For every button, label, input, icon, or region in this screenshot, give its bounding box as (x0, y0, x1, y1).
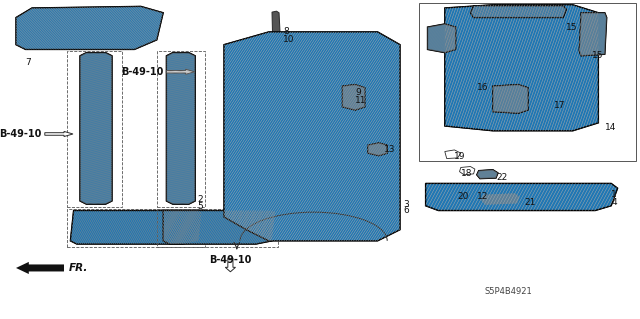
PathPatch shape (477, 170, 498, 179)
Polygon shape (240, 51, 387, 174)
Text: 15: 15 (566, 23, 578, 32)
Bar (419, 3, 636, 161)
FancyArrow shape (166, 69, 195, 74)
Text: 21: 21 (525, 198, 536, 207)
Text: 10: 10 (283, 35, 294, 44)
PathPatch shape (481, 193, 520, 205)
PathPatch shape (368, 143, 387, 156)
Text: B-49-10: B-49-10 (121, 67, 163, 77)
Text: 4: 4 (611, 198, 617, 207)
Text: FR.: FR. (69, 263, 88, 273)
PathPatch shape (470, 6, 566, 18)
Text: 15: 15 (592, 51, 604, 60)
Text: 14: 14 (605, 123, 616, 132)
Text: 20: 20 (458, 192, 469, 201)
Bar (67, 209, 205, 247)
PathPatch shape (342, 85, 365, 110)
Text: 18: 18 (461, 169, 472, 178)
Text: B-49-10: B-49-10 (209, 255, 252, 265)
Bar (157, 209, 278, 247)
FancyArrow shape (45, 131, 73, 137)
PathPatch shape (493, 85, 528, 113)
PathPatch shape (166, 53, 195, 204)
PathPatch shape (80, 53, 112, 204)
Text: 3: 3 (403, 200, 409, 209)
Text: 6: 6 (403, 206, 409, 215)
Text: 1: 1 (611, 190, 617, 199)
Text: 9: 9 (355, 88, 361, 97)
Text: S5P4B4921: S5P4B4921 (485, 287, 532, 296)
Text: 7: 7 (26, 58, 31, 67)
Text: 16: 16 (477, 83, 488, 92)
Text: 17: 17 (554, 101, 565, 110)
FancyArrow shape (16, 262, 64, 274)
Text: 11: 11 (355, 96, 367, 105)
PathPatch shape (224, 32, 400, 241)
Text: 22: 22 (496, 173, 508, 182)
Text: B-49-10: B-49-10 (0, 129, 42, 139)
PathPatch shape (163, 211, 275, 244)
PathPatch shape (445, 5, 598, 131)
PathPatch shape (428, 24, 456, 53)
FancyArrow shape (225, 258, 236, 272)
Text: 13: 13 (384, 145, 396, 154)
Bar (67, 51, 122, 207)
Text: 2: 2 (197, 195, 203, 204)
Text: 8: 8 (283, 27, 289, 36)
PathPatch shape (426, 183, 618, 211)
Text: 19: 19 (454, 152, 466, 161)
Text: 12: 12 (477, 192, 488, 201)
Polygon shape (272, 11, 280, 75)
Bar (157, 51, 205, 207)
Text: 5: 5 (197, 202, 203, 211)
PathPatch shape (579, 13, 607, 56)
PathPatch shape (70, 211, 202, 244)
PathPatch shape (16, 6, 163, 49)
